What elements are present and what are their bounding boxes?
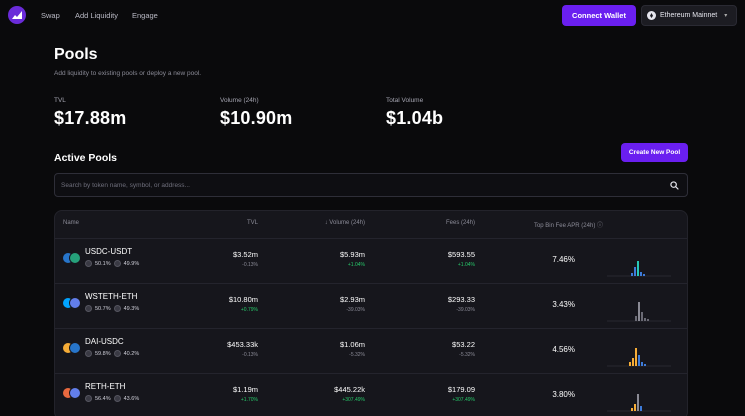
table-row[interactable]: DAI-USDC 59.8% 40.2% $453.33k -0.13% $1.… xyxy=(55,328,687,373)
pool-volume-change: +307.49% xyxy=(342,397,365,403)
stat-total-volume-value: $1.04b xyxy=(386,108,444,128)
pool-tvl-change: -0.13% xyxy=(242,262,258,268)
token-b-share: 49.9% xyxy=(123,260,140,267)
pool-volume: $1.06m xyxy=(339,340,365,349)
page-subtitle: Add liquidity to existing pools or deplo… xyxy=(54,70,202,77)
table-row[interactable]: WSTETH-ETH 50.7% 49.3% $10.80m +0.79% $2… xyxy=(55,283,687,328)
pool-apr: 4.56% xyxy=(552,345,575,354)
column-header-apr[interactable]: Top Bin Fee APR (24h) ⓘ xyxy=(533,223,603,229)
network-selector[interactable]: Ethereum Mainnet ▾ xyxy=(641,5,737,26)
column-header-volume[interactable]: ↓ Volume (24h) xyxy=(324,220,365,226)
pool-tvl: $453.33k xyxy=(227,340,258,349)
token-a-mini-icon xyxy=(85,350,92,357)
liquidity-chart xyxy=(607,302,671,322)
pool-tvl: $10.80m xyxy=(228,295,258,304)
token-b-mini-icon xyxy=(113,395,121,402)
column-header-tvl[interactable]: TVL xyxy=(246,220,258,226)
table-row[interactable]: RETH-ETH 56.4% 43.6% $1.19m +1.70% $445.… xyxy=(55,373,687,416)
pool-apr: 3.80% xyxy=(552,390,575,399)
search-icon[interactable] xyxy=(670,181,679,190)
nav-link-swap[interactable]: Swap xyxy=(41,11,60,20)
pool-tvl-change: +1.70% xyxy=(240,397,258,403)
pool-volume-change: +1.04% xyxy=(347,262,365,268)
token-pair-icons xyxy=(62,342,82,354)
stat-tvl-value: $17.88m xyxy=(54,108,127,128)
page-title: Pools xyxy=(54,46,98,63)
stat-total-volume-label: Total Volume xyxy=(386,97,424,104)
pool-name: WSTETH-ETH xyxy=(85,292,138,301)
active-pools-title: Active Pools xyxy=(54,152,118,164)
pool-composition: 56.4% 43.6% xyxy=(85,395,139,402)
token-a-share: 56.4% xyxy=(95,395,111,402)
eth-icon xyxy=(69,297,81,309)
pool-tvl-change: +0.79% xyxy=(240,307,258,313)
chevron-down-icon: ▾ xyxy=(724,13,728,19)
token-b-share: 49.3% xyxy=(123,305,140,312)
pool-fees: $53.22 xyxy=(452,340,475,349)
pool-volume: $445.22k xyxy=(334,385,365,394)
liquidity-chart xyxy=(607,394,671,412)
pool-tvl: $1.19m xyxy=(232,385,258,394)
pool-fees: $593.55 xyxy=(447,250,475,259)
app-logo[interactable] xyxy=(8,6,26,24)
token-b-share: 43.6% xyxy=(123,395,140,402)
nav-link-engage[interactable]: Engage xyxy=(132,11,158,20)
token-pair-icons xyxy=(62,252,82,264)
network-label: Ethereum Mainnet xyxy=(660,12,718,19)
pools-table: Name TVL ↓ Volume (24h) Fees (24h) Top B… xyxy=(54,210,688,416)
connect-wallet-button[interactable]: Connect Wallet xyxy=(562,5,636,26)
token-pair-icons xyxy=(62,387,82,399)
token-b-share: 40.2% xyxy=(123,350,140,357)
token-pair-icons xyxy=(62,297,82,309)
pool-apr: 3.43% xyxy=(552,300,575,309)
stat-volume-label: Volume (24h) xyxy=(220,97,259,104)
stat-tvl-label: TVL xyxy=(54,97,66,104)
pool-composition: 59.8% 40.2% xyxy=(85,350,139,357)
pool-fees-change: -39.03% xyxy=(456,307,475,313)
token-b-mini-icon xyxy=(113,305,121,312)
table-row[interactable]: USDC-USDT 50.1% 49.9% $3.52m -0.13% $5.9… xyxy=(55,238,687,283)
pool-composition: 50.7% 49.3% xyxy=(85,305,139,312)
token-a-mini-icon xyxy=(85,260,92,267)
column-header-fees[interactable]: Fees (24h) xyxy=(445,220,475,226)
search-bar xyxy=(54,173,688,197)
pool-volume-change: -39.03% xyxy=(346,307,365,313)
pool-tvl: $3.52m xyxy=(232,250,258,259)
ethereum-icon xyxy=(647,11,656,20)
token-b-mini-icon xyxy=(113,260,121,267)
pool-tvl-change: -0.13% xyxy=(242,352,258,358)
create-new-pool-button[interactable]: Create New Pool xyxy=(621,143,688,162)
token-b-mini-icon xyxy=(113,350,121,357)
token-a-mini-icon xyxy=(85,305,92,312)
pool-fees-change: +307.49% xyxy=(452,397,475,403)
pool-volume: $2.93m xyxy=(339,295,365,304)
logo-icon xyxy=(12,11,22,19)
pool-volume-change: -5.32% xyxy=(349,352,365,358)
pool-fees: $293.33 xyxy=(447,295,475,304)
nav-link-add-liquidity[interactable]: Add Liquidity xyxy=(75,11,118,20)
pool-volume: $5.93m xyxy=(339,250,365,259)
pool-fees-change: -5.32% xyxy=(459,352,475,358)
pool-composition: 50.1% 49.9% xyxy=(85,260,139,267)
pool-name: USDC-USDT xyxy=(85,247,133,256)
token-a-share: 50.7% xyxy=(95,305,111,312)
pool-fees-change: +1.04% xyxy=(457,262,475,268)
usdc-icon xyxy=(69,342,81,354)
token-a-share: 50.1% xyxy=(95,260,111,267)
liquidity-chart xyxy=(607,348,671,367)
pool-name: DAI-USDC xyxy=(85,337,124,346)
eth-icon xyxy=(69,387,81,399)
top-nav: Swap Add Liquidity Engage Connect Wallet… xyxy=(0,0,745,30)
token-a-share: 59.8% xyxy=(95,350,111,357)
pool-fees: $179.09 xyxy=(447,385,475,394)
pool-name: RETH-ETH xyxy=(85,382,126,391)
usdt-icon xyxy=(69,252,81,264)
column-header-name[interactable]: Name xyxy=(63,220,80,226)
token-a-mini-icon xyxy=(85,395,92,402)
liquidity-chart xyxy=(607,261,671,277)
pool-apr: 7.46% xyxy=(552,255,575,264)
stat-volume-value: $10.90m xyxy=(220,108,293,128)
search-input[interactable] xyxy=(61,179,651,192)
